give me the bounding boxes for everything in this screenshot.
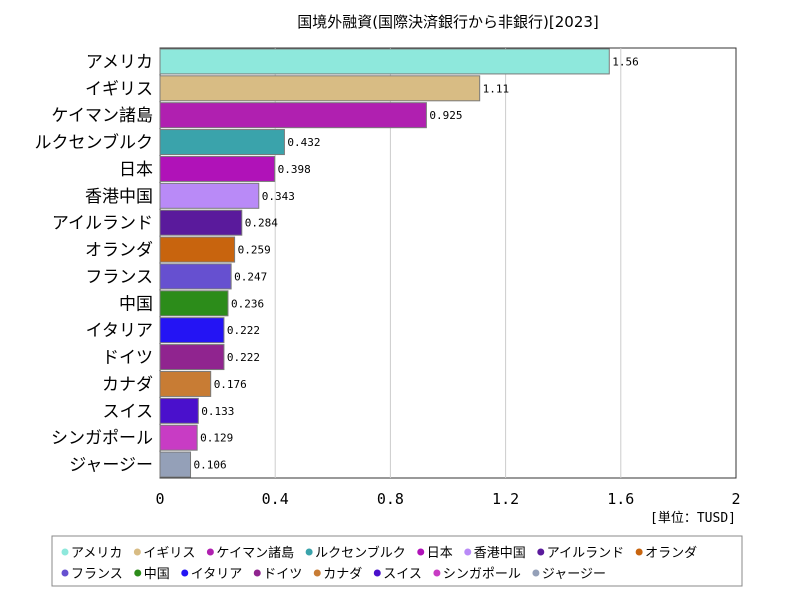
data-label: 0.925 [429, 109, 462, 122]
bar [159, 155, 276, 182]
category-label: ドイツ [102, 348, 153, 368]
legend: アメリカ イギリス ケイマン諸島 ルクセンブルク 日本 香港中国 アイルランド オランダフラン… [61, 545, 697, 582]
bar [159, 129, 285, 156]
category-labels: アメリカイギリスケイマン諸島ルクセンブルク日本香港中国アイルランドオランダフラン… [35, 52, 154, 475]
category-label: ルクセンブルク [35, 132, 154, 153]
legend-marker [134, 569, 142, 577]
x-tick-label: 2 [731, 490, 740, 508]
data-label: 1.56 [612, 55, 639, 68]
category-label: アメリカ [86, 52, 153, 72]
legend-marker [532, 569, 540, 577]
legend-marker [373, 569, 381, 577]
category-label: アイルランド [52, 214, 153, 234]
x-tick-label: 0.8 [377, 490, 404, 508]
legend-entry: イギリス [143, 546, 195, 561]
legend-entry: スイス [383, 567, 422, 582]
legend-box [51, 535, 743, 587]
bar [159, 102, 427, 129]
bar [159, 290, 229, 317]
bar [159, 263, 232, 290]
bar [159, 236, 236, 263]
x-tick-label: 1.2 [492, 490, 519, 508]
bar [159, 209, 243, 236]
category-label: 香港中国 [85, 187, 153, 207]
bar [159, 75, 481, 102]
legend-marker [206, 548, 214, 556]
legend-marker [61, 569, 69, 577]
bar [159, 48, 610, 75]
value-labels: 1.56 1.11 0.925 0.432 0.398 0.343 0.284 0.259 0.… [194, 55, 639, 471]
legend-entry: オランダ [645, 546, 697, 561]
bar [159, 344, 225, 371]
data-label: 0.432 [287, 136, 320, 149]
x-axis-ticks: 0 0.4 0.8 1.2 1.6 2 [155, 490, 740, 508]
legend-entry: 日本 [427, 546, 453, 561]
data-label: 0.398 [278, 163, 311, 176]
legend-marker [464, 548, 472, 556]
legend-entry: フランス [71, 567, 123, 582]
data-label: 0.284 [245, 217, 278, 230]
category-label: スイス [103, 402, 154, 422]
legend-marker [433, 569, 441, 577]
legend-entry: アメリカ [71, 546, 122, 561]
data-label: 0.133 [201, 405, 234, 418]
legend-entry: ケイマン諸島 [216, 545, 294, 561]
data-label: 0.259 [238, 244, 271, 257]
legend-marker [537, 548, 545, 556]
legend-entry: アイルランド [547, 546, 624, 561]
category-label: オランダ [85, 241, 153, 261]
legend-marker [61, 548, 69, 556]
bar [159, 424, 198, 451]
legend-marker [305, 548, 313, 556]
legend-marker [313, 569, 321, 577]
legend-entry: ルクセンブルク [315, 545, 406, 561]
data-label: 0.343 [262, 190, 295, 203]
legend-marker [181, 569, 189, 577]
bar [159, 370, 212, 397]
legend-entry: 香港中国 [474, 546, 526, 561]
bar [159, 397, 199, 424]
data-label: 1.11 [483, 82, 510, 95]
category-label: イギリス [85, 79, 153, 99]
bar [159, 182, 260, 209]
data-label: 0.129 [200, 432, 233, 445]
category-label: シンガポール [51, 429, 153, 449]
data-label: 0.106 [194, 459, 227, 472]
data-label: 0.236 [231, 297, 264, 310]
legend-entry: ドイツ [263, 567, 302, 582]
category-label: イタリア [86, 321, 153, 341]
category-label: 日本 [119, 160, 153, 180]
unit-label: [単位：TUSD] [650, 510, 736, 526]
legend-marker [417, 548, 425, 556]
x-tick-label: 1.6 [607, 490, 634, 508]
category-label: ケイマン諸島 [51, 106, 153, 126]
bar [159, 451, 192, 478]
legend-entry: 中国 [144, 567, 170, 582]
x-tick-label: 0.4 [262, 490, 289, 508]
category-label: カナダ [102, 375, 153, 395]
bar [159, 317, 225, 344]
legend-marker [635, 548, 643, 556]
legend-entry: イタリア [191, 567, 242, 582]
legend-entry: カナダ [323, 567, 362, 582]
category-label: ジャージー [69, 456, 153, 476]
legend-entry: シンガポール [443, 567, 521, 582]
data-label: 0.222 [227, 351, 260, 364]
bars [159, 48, 610, 478]
category-label: フランス [85, 267, 153, 287]
category-label: 中国 [119, 294, 153, 314]
x-tick-label: 0 [155, 490, 164, 508]
legend-marker [253, 569, 261, 577]
data-label: 0.247 [234, 270, 267, 283]
data-label: 0.222 [227, 324, 260, 337]
data-label: 0.176 [214, 378, 247, 391]
legend-entry: ジャージー [542, 567, 606, 582]
chart-title: 国境外融資(国際決済銀行から非銀行)[2023] [297, 13, 599, 31]
legend-marker [133, 548, 141, 556]
